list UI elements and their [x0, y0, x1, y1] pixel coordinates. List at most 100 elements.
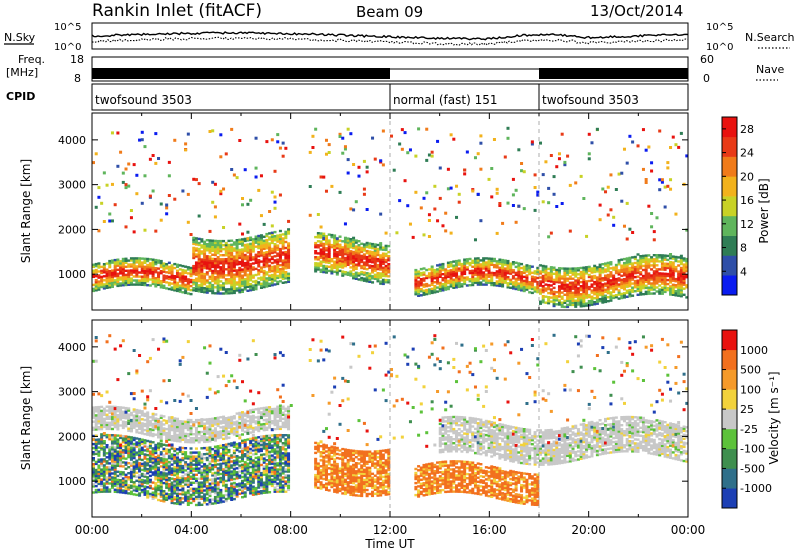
heatmap-cell: [184, 285, 188, 289]
heatmap-cell: [660, 276, 664, 279]
heatmap-cell: [127, 449, 131, 453]
heatmap-cell: [644, 276, 648, 279]
heatmap-cell: [230, 245, 234, 248]
heatmap-cell: [205, 478, 209, 482]
heatmap-cell: [268, 274, 272, 277]
heatmap-cell: [97, 422, 101, 425]
heatmap-scatter-cell: [403, 131, 407, 135]
heatmap-cell: [604, 276, 608, 279]
heatmap-cell: [94, 275, 98, 278]
heatmap-cell: [94, 426, 98, 429]
heatmap-cell: [173, 490, 177, 493]
heatmap-cell: [360, 254, 364, 258]
heatmap-cell: [119, 284, 123, 287]
heatmap-cell: [97, 415, 101, 419]
heatmap-cell: [259, 244, 263, 247]
heatmap-cell: [92, 465, 96, 468]
heatmap-cell: [148, 284, 152, 287]
heatmap-scatter-cell: [506, 136, 510, 140]
heatmap-cell: [441, 266, 445, 270]
heatmap-cell: [97, 446, 101, 449]
heatmap-cell: [257, 281, 261, 284]
heatmap-cell: [609, 271, 613, 274]
heatmap-scatter-cell: [124, 186, 128, 190]
heatmap-cell: [108, 276, 112, 279]
heatmap-cell: [200, 497, 204, 500]
heatmap-cell: [175, 433, 179, 437]
heatmap-cell: [92, 483, 96, 486]
heatmap-cell: [119, 270, 123, 273]
heatmap-cell: [674, 259, 678, 263]
heatmap-cell: [625, 281, 629, 284]
heatmap-cell: [119, 483, 123, 486]
heatmap-scatter-cell: [685, 154, 689, 158]
heatmap-cell: [194, 253, 198, 256]
heatmap-cell: [278, 235, 282, 239]
heatmap-cell: [525, 264, 529, 267]
heatmap-scatter-cell: [590, 141, 594, 145]
heatmap-cell: [170, 435, 174, 438]
heatmap-cell: [530, 275, 534, 278]
heatmap-cell: [506, 270, 510, 273]
heatmap-cell: [262, 245, 266, 248]
heatmap-cell: [108, 286, 112, 289]
heatmap-cell: [127, 437, 131, 441]
heatmap-cell: [639, 263, 643, 266]
heatmap-cell: [151, 451, 155, 454]
heatmap-cell: [197, 455, 201, 458]
heatmap-cell: [476, 283, 480, 286]
heatmap-cell: [571, 295, 575, 298]
heatmap-cell: [555, 299, 559, 302]
heatmap-cell: [200, 280, 204, 283]
heatmap-cell: [528, 287, 532, 290]
heatmap-cell: [175, 269, 179, 272]
heatmap-cell: [601, 299, 605, 302]
heatmap-cell: [460, 262, 464, 266]
heatmap-scatter-cell: [655, 216, 659, 220]
heatmap-cell: [121, 435, 125, 438]
heatmap-cell: [132, 465, 136, 468]
heatmap-cell: [148, 478, 152, 482]
heatmap-cell: [162, 429, 166, 432]
heatmap-cell: [441, 264, 445, 268]
heatmap-cell: [224, 262, 228, 265]
heatmap-cell: [165, 492, 169, 495]
heatmap-cell: [324, 243, 328, 246]
heatmap-cell: [157, 460, 161, 463]
heatmap-cell: [100, 464, 104, 467]
heatmap-cell: [354, 265, 358, 268]
heatmap-scatter-cell: [498, 202, 502, 205]
heatmap-cell: [479, 267, 483, 270]
heatmap-cell: [189, 475, 193, 478]
heatmap-cell: [197, 469, 201, 472]
heatmap-cell: [593, 286, 597, 290]
heatmap-cell: [368, 264, 372, 267]
heatmap-cell: [170, 426, 174, 430]
heatmap-cell: [628, 282, 632, 286]
heatmap-cell: [143, 261, 147, 264]
heatmap-cell: [639, 265, 643, 268]
heatmap-cell: [113, 478, 117, 481]
heatmap-cell: [609, 279, 613, 282]
heatmap-cell: [373, 265, 377, 268]
heatmap-cell: [373, 269, 377, 272]
heatmap-cell: [194, 243, 198, 246]
heatmap-cell: [566, 303, 570, 307]
heatmap-cell: [213, 439, 217, 442]
heatmap-cell: [609, 283, 613, 286]
heatmap-cell: [579, 297, 583, 300]
heatmap-cell: [197, 290, 201, 293]
heatmap-cell: [660, 288, 664, 291]
heatmap-scatter-cell: [547, 201, 551, 205]
heatmap-cell: [338, 239, 342, 242]
heatmap-scatter-cell: [330, 184, 334, 188]
heatmap-cell: [113, 405, 117, 409]
heatmap-scatter-cell: [273, 206, 277, 210]
heatmap-scatter-cell: [585, 234, 589, 238]
heatmap-cell: [455, 270, 459, 273]
heatmap-cell: [127, 443, 131, 447]
heatmap-cell: [669, 253, 673, 256]
heatmap-cell: [167, 479, 171, 482]
heatmap-cell: [560, 301, 564, 304]
